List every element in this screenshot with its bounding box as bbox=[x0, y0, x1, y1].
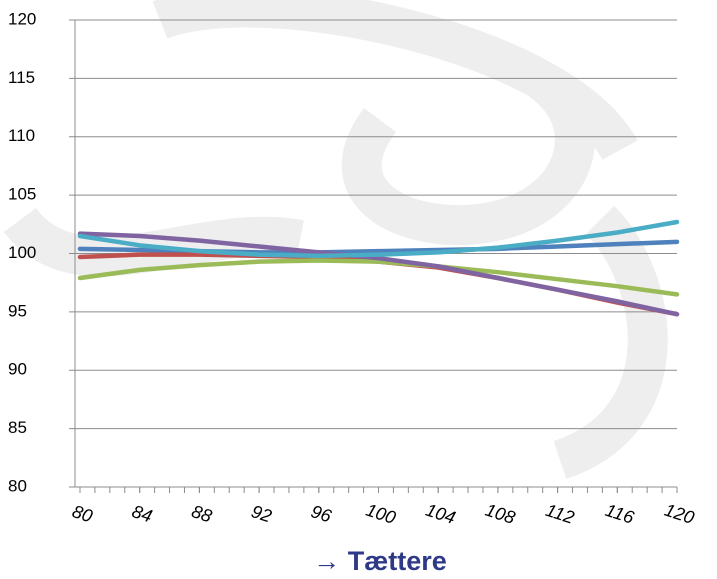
x-tick-label: 80 bbox=[70, 501, 95, 526]
x-tick-label: 88 bbox=[189, 501, 214, 526]
y-tick-label: 110 bbox=[8, 126, 35, 145]
y-tick-label: 80 bbox=[8, 476, 27, 495]
y-tick-label: 120 bbox=[8, 9, 36, 28]
y-tick-label: 115 bbox=[8, 68, 35, 87]
x-tick-label: 92 bbox=[249, 501, 274, 526]
y-tick-label: 85 bbox=[8, 418, 27, 437]
page: → Tættere 80 85 90 95 100 105 110 115 120 80 84 88 9… bbox=[0, 0, 717, 579]
x-tick-label: 104 bbox=[423, 500, 458, 528]
y-tick-label: 105 bbox=[8, 185, 36, 204]
watermark-swirl bbox=[560, 220, 648, 460]
x-axis-label: → Tættere bbox=[313, 546, 447, 576]
series-line bbox=[80, 261, 677, 295]
y-tick-label: 90 bbox=[8, 360, 27, 379]
x-tick-label: 100 bbox=[364, 500, 399, 528]
x-tick-label: 116 bbox=[603, 500, 637, 528]
x-tick-label: 96 bbox=[309, 501, 335, 527]
y-tick-label: 95 bbox=[8, 301, 27, 320]
x-tick-label: 108 bbox=[483, 500, 518, 528]
y-tick-label: 100 bbox=[8, 243, 36, 262]
x-tick-label: 120 bbox=[662, 500, 697, 528]
x-tick-label: 84 bbox=[129, 501, 154, 526]
chart: → Tættere 80 85 90 95 100 105 110 115 120 80 84 88 9… bbox=[0, 0, 717, 579]
x-tick-label: 112 bbox=[543, 500, 576, 528]
watermark-swirl bbox=[362, 80, 575, 225]
